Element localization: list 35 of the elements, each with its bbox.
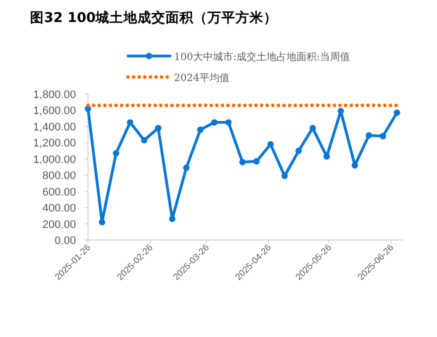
- y-tick-label: 1,800.00: [33, 89, 76, 101]
- y-tick-label: 400.00: [42, 202, 76, 215]
- legend-label: 100大中城市:成交土地占地面积:当周值: [174, 51, 350, 63]
- point: [380, 132, 386, 140]
- point: [140, 137, 148, 144]
- point: [267, 141, 274, 148]
- point: [310, 124, 316, 132]
- y-tick-label: 600.00: [42, 186, 76, 198]
- y-tick-label: 200.00: [42, 218, 76, 231]
- point: [126, 119, 134, 126]
- point: [197, 126, 204, 133]
- point: [281, 172, 288, 180]
- point: [324, 153, 330, 160]
- point: [352, 162, 358, 169]
- y-tick-label: 0.00: [54, 235, 76, 247]
- point: [112, 150, 120, 156]
- y-tick-label: 1,400.00: [33, 121, 76, 134]
- y-tick-label: 1,000.00: [33, 154, 76, 166]
- point: [253, 158, 260, 165]
- point: [169, 216, 176, 222]
- y-tick-label: 1,200.00: [33, 138, 76, 150]
- chart-title: 图32 100城土地成交面积（万平方米）: [30, 9, 278, 26]
- y-tick-label: 800.00: [42, 170, 76, 182]
- point: [98, 218, 106, 226]
- point: [211, 119, 218, 126]
- y-tick-label: 1,600.00: [33, 105, 76, 118]
- point: [183, 164, 190, 172]
- point: [295, 148, 302, 154]
- point: [394, 109, 400, 116]
- point: [155, 124, 162, 132]
- point: [239, 158, 246, 166]
- point: [338, 108, 344, 114]
- legend-label: 2024平均值: [174, 72, 230, 84]
- point: [366, 132, 372, 139]
- point: [225, 119, 232, 126]
